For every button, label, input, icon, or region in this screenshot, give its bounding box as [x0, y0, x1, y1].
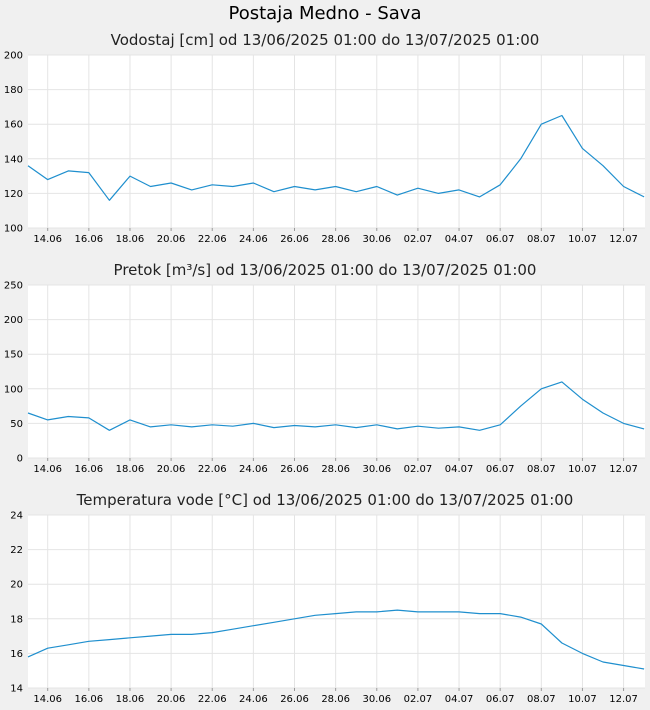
y-tick-label: 24 [10, 511, 23, 522]
series-line [27, 381, 645, 431]
x-tick-label: 22.06 [198, 234, 227, 245]
x-tick-label: 04.07 [445, 694, 474, 705]
y-tick-label: 0 [17, 454, 23, 465]
x-tick-label: 06.07 [486, 464, 515, 475]
water-level-chart: 100 120 140 160 180 200 14.06 16.06 18.06 20.06 22… [4, 51, 645, 245]
plot-area [28, 55, 645, 228]
x-tick-label: 24.06 [239, 234, 268, 245]
x-tick-label: 22.06 [198, 464, 227, 475]
x-tick-label: 02.07 [404, 234, 433, 245]
x-tick-label: 26.06 [280, 464, 309, 475]
x-tick-label: 22.06 [198, 694, 227, 705]
y-tick-label: 16 [10, 649, 23, 660]
x-tick-label: 06.07 [486, 234, 515, 245]
x-tick-label: 30.06 [362, 464, 391, 475]
chart-3-title: Temperatura vode [°C] od 13/06/2025 01:0… [76, 491, 574, 509]
x-tick-label: 18.06 [116, 464, 145, 475]
y-tick-label: 14 [10, 684, 23, 695]
x-tick-label: 04.07 [445, 234, 474, 245]
y-tick-label: 200 [4, 315, 23, 326]
x-tick-label: 26.06 [280, 694, 309, 705]
plot-area [28, 285, 645, 458]
x-tick-label: 16.06 [75, 464, 104, 475]
x-tick-label: 14.06 [33, 694, 62, 705]
chart-2-title: Pretok [m³/s] od 13/06/2025 01:00 do 13/… [113, 261, 537, 279]
x-tick-label: 18.06 [116, 234, 145, 245]
x-tick-label: 08.07 [527, 464, 556, 475]
x-tick-label: 30.06 [362, 234, 391, 245]
x-tick-label: 14.06 [33, 464, 62, 475]
discharge-chart: 0 50 100 150 200 250 14.06 16.06 18.06 20.06 22.06… [4, 281, 645, 475]
plot-area [28, 515, 645, 688]
x-tick-label: 14.06 [33, 234, 62, 245]
y-tick-label: 150 [4, 350, 23, 361]
x-tick-label: 28.06 [321, 464, 350, 475]
page-title: Postaja Medno - Sava [228, 3, 422, 24]
x-tick-label: 16.06 [75, 234, 104, 245]
y-tick-label: 100 [4, 224, 23, 235]
y-tick-label: 100 [4, 384, 23, 395]
x-tick-label: 26.06 [280, 234, 309, 245]
x-tick-label: 20.06 [157, 464, 186, 475]
x-tick-label: 06.07 [486, 694, 515, 705]
x-tick-label: 28.06 [321, 694, 350, 705]
series-line [27, 609, 645, 670]
x-tick-label: 08.07 [527, 694, 556, 705]
x-tick-label: 10.07 [568, 464, 597, 475]
x-tick-label: 12.07 [609, 694, 638, 705]
y-tick-label: 18 [10, 614, 23, 625]
x-tick-label: 18.06 [116, 694, 145, 705]
x-tick-label: 16.06 [75, 694, 104, 705]
y-tick-label: 180 [4, 85, 23, 96]
x-tick-label: 10.07 [568, 234, 597, 245]
x-tick-label: 20.06 [157, 234, 186, 245]
x-tick-label: 08.07 [527, 234, 556, 245]
x-tick-label: 20.06 [157, 694, 186, 705]
chart-1-title: Vodostaj [cm] od 13/06/2025 01:00 do 13/… [110, 31, 540, 49]
y-tick-label: 160 [4, 120, 23, 131]
x-tick-label: 12.07 [609, 234, 638, 245]
series-line [27, 114, 645, 201]
x-tick-label: 12.07 [609, 464, 638, 475]
y-tick-label: 200 [4, 51, 23, 62]
y-tick-label: 250 [4, 281, 23, 292]
y-tick-label: 20 [10, 580, 23, 591]
x-tick-label: 24.06 [239, 464, 268, 475]
y-tick-label: 120 [4, 189, 23, 200]
x-tick-label: 02.07 [404, 464, 433, 475]
y-tick-label: 22 [10, 545, 23, 556]
y-tick-label: 140 [4, 154, 23, 165]
x-tick-label: 24.06 [239, 694, 268, 705]
x-tick-label: 10.07 [568, 694, 597, 705]
x-tick-label: 30.06 [362, 694, 391, 705]
y-tick-label: 50 [10, 419, 23, 430]
x-tick-label: 04.07 [445, 464, 474, 475]
x-tick-label: 02.07 [404, 694, 433, 705]
x-tick-label: 28.06 [321, 234, 350, 245]
